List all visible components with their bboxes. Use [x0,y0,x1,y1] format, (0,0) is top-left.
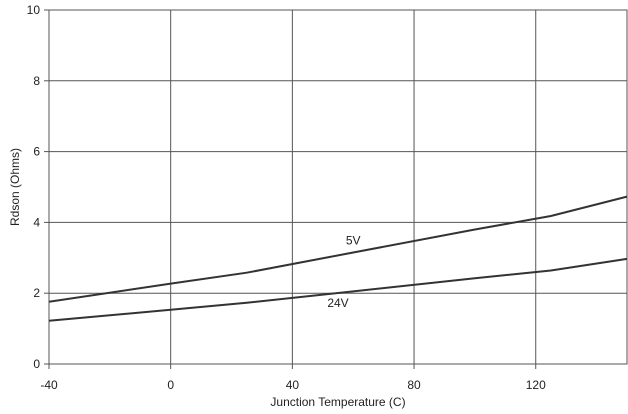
series-line-5v [48,195,628,303]
y-tick-label-2: 4 [33,215,40,229]
series-line-24v [48,257,628,322]
x-axis-title: Junction Temperature (C) [270,395,405,409]
plot-area [49,10,627,364]
grid [44,9,628,369]
x-tick-label-2: 40 [286,378,300,392]
y-tick-label-3: 6 [33,145,40,159]
x-tick-label-1: 0 [167,378,174,392]
x-tick-label-4: 120 [526,378,546,392]
x-tick-label-0: -40 [40,378,58,392]
y-axis-title: Rdson (Ohms) [8,148,22,226]
y-tick-label-5: 10 [27,3,41,17]
y-tick-label-4: 8 [33,74,40,88]
x-tick-label-3: 80 [407,378,421,392]
y-tick-label-0: 0 [33,357,40,371]
series-label-24v: 24V [327,296,348,310]
series-layer [48,195,628,322]
plot-border [48,9,628,365]
y-tick-label-1: 2 [33,286,40,300]
series-label-5v: 5V [346,233,361,247]
